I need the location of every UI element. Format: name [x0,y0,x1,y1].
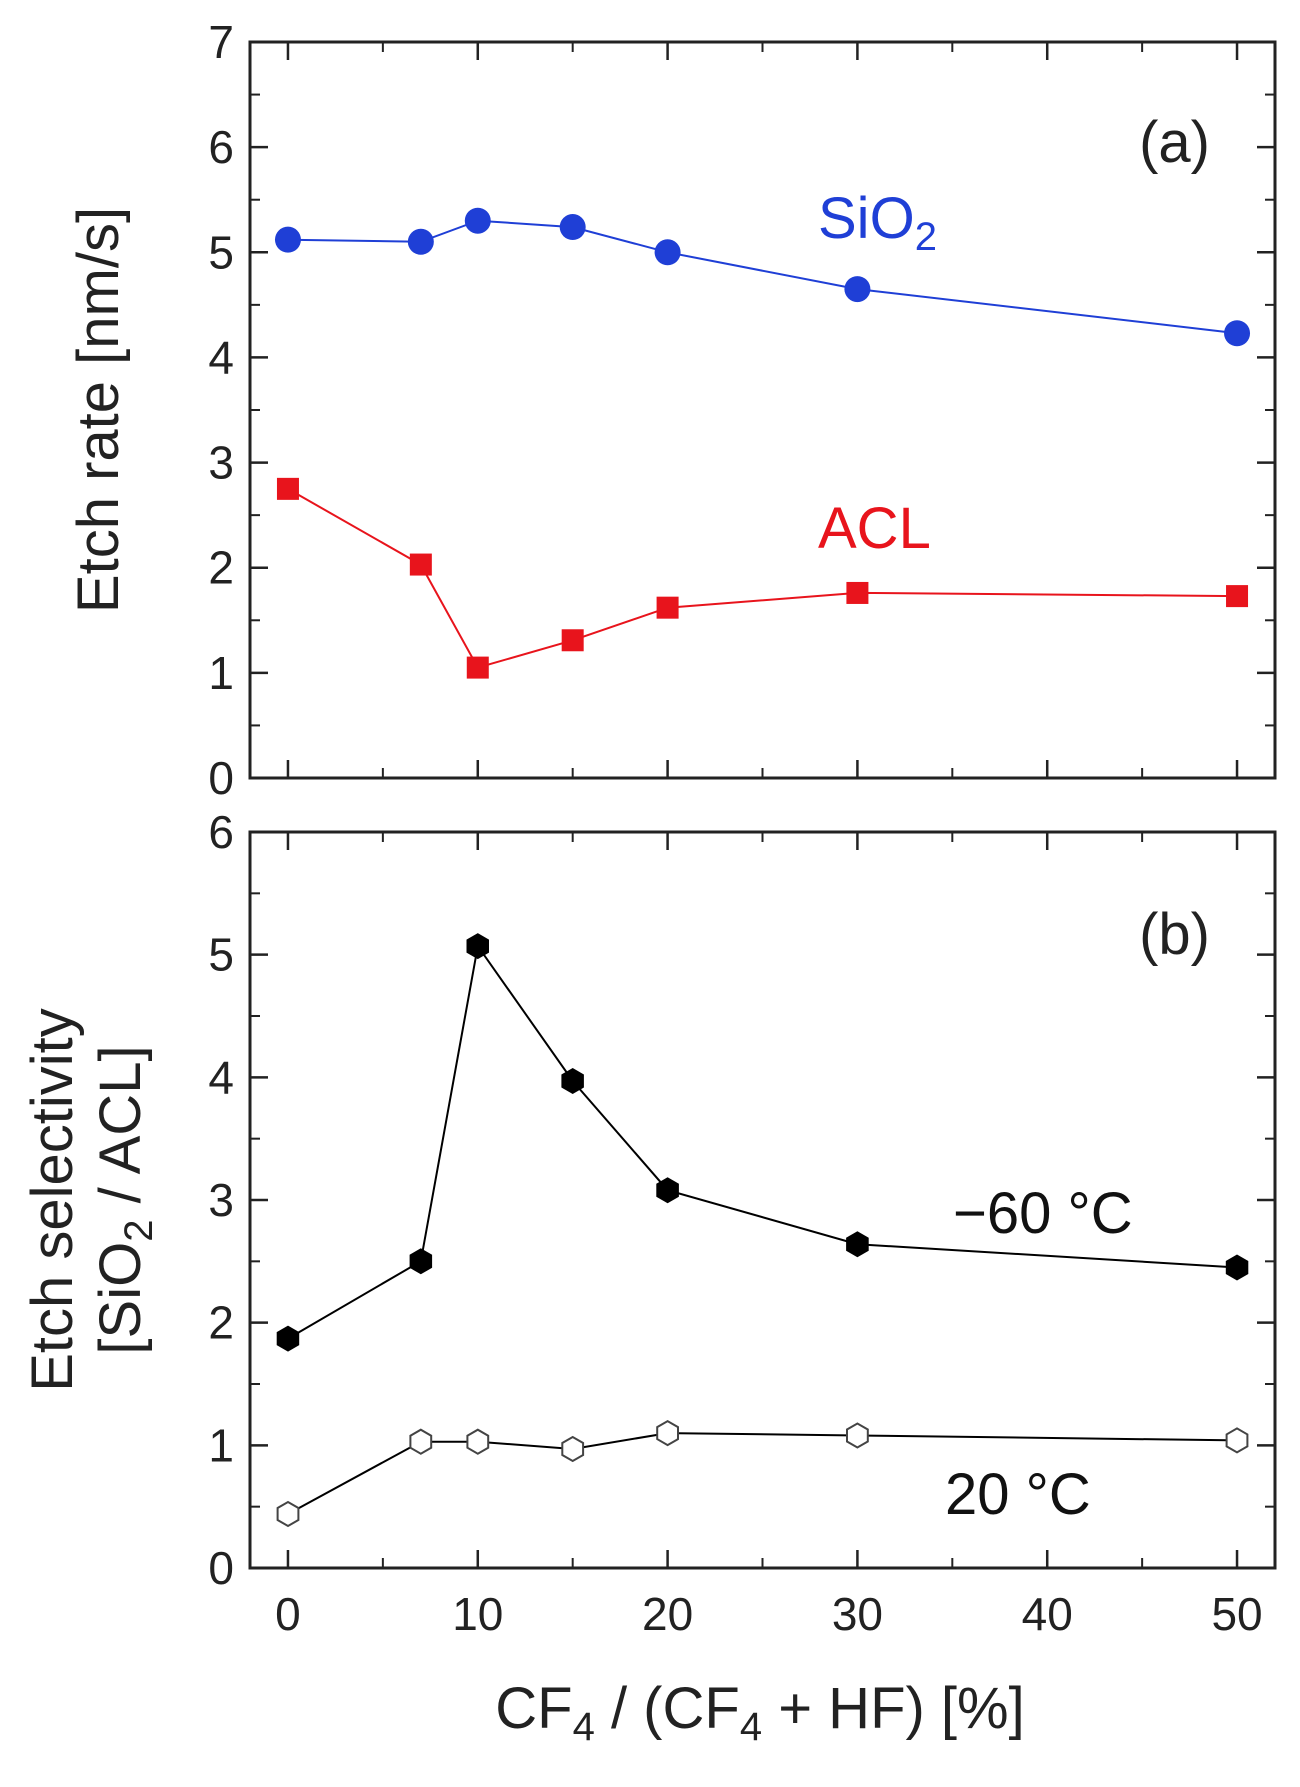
data-point [1224,320,1251,347]
data-point [1225,1254,1249,1281]
data-point [1225,1427,1249,1454]
data-point [561,629,584,652]
data-point [274,226,301,253]
data-point [466,933,489,960]
series-line-1 [287,488,1238,669]
xlabel-sub1: 4 [573,1705,595,1749]
data-point [561,1068,584,1094]
data-point [561,1435,585,1463]
panel-a-markers [274,207,1251,679]
data-point [656,1177,679,1204]
x-tick-label: 30 [832,1588,883,1640]
y-tick-label: 0 [208,1542,234,1594]
panel-a-y-axis-title: Etch rate [nm/s] [66,207,131,613]
data-point [466,1428,490,1455]
panel-b-ticks: 0 1 2 3 4 5 6 0 10 20 30 40 50 [208,806,1275,1640]
data-point [409,1428,433,1455]
panel-b-y-axis-title-line2: [SiO2 / ACL] [88,1045,161,1354]
y-tick-label: 2 [208,1297,234,1349]
data-point [846,1422,869,1449]
data-point [656,1419,679,1447]
minus60-series-label: −60 °C [953,1181,1133,1246]
panel-b-y-axis-title-line1: Etch selectivity [20,1008,85,1392]
plus20-series-label: 20 °C [945,1462,1091,1527]
data-point [464,207,491,234]
series-line-0 [287,943,1238,1340]
y-tick-label: 3 [208,1174,234,1226]
data-point [846,1231,869,1258]
y-tick-label: 4 [208,331,234,383]
y-tick-label: 0 [208,752,234,804]
y-tick-label: 1 [208,647,234,699]
data-point [409,553,432,576]
panel-b-markers [276,933,1249,1528]
xlabel-post: + HF) [%] [762,1676,1025,1741]
y-tick-label: 5 [208,226,234,278]
data-point [654,239,681,266]
ylabel-b2-sub: 2 [117,1220,161,1242]
xlabel-pre: CF [495,1676,572,1741]
acl-series-label: ACL [818,496,931,561]
data-point [407,228,434,255]
panel-b-label: (b) [1139,902,1210,967]
ylabel-b2-post: / ACL] [88,1045,153,1219]
y-tick-label: 7 [208,16,234,68]
x-tick-label: 0 [275,1588,301,1640]
data-point [559,214,586,241]
ylabel-b2-pre: [SiO [88,1242,153,1355]
sio2-label-sub: 2 [915,215,937,259]
xlabel-mid: / (CF [595,1676,740,1741]
data-point [276,1500,300,1528]
x-tick-label: 20 [642,1588,693,1640]
x-tick-label: 50 [1211,1588,1262,1640]
panel-b: 0 1 2 3 4 5 6 0 10 20 30 40 50 (b) −60 °C 20 °C Etch… [20,806,1277,1749]
panel-a-ticks: 0 1 2 3 4 5 6 7 [208,16,1275,804]
y-tick-label: 6 [208,121,234,173]
y-tick-label: 5 [208,929,234,981]
panel-a-frame [248,40,1277,780]
y-tick-label: 4 [208,1051,234,1103]
sio2-series-label: SiO2 [818,186,937,259]
data-point [844,276,871,303]
y-tick-label: 3 [208,437,234,489]
data-point [466,656,489,679]
y-tick-label: 6 [208,806,234,858]
data-point [846,581,869,604]
sio2-label-main: SiO [818,186,915,251]
panel-a-label: (a) [1139,110,1210,175]
y-tick-label: 2 [208,542,234,594]
data-point [276,1325,300,1352]
x-tick-label: 10 [452,1588,503,1640]
y-tick-label: 1 [208,1419,234,1471]
panel-a-lines [287,219,1238,669]
x-axis-title: CF4 / (CF4 + HF) [%] [495,1676,1024,1749]
x-tick-label: 40 [1022,1588,1073,1640]
data-point [1226,585,1249,608]
xlabel-sub2: 4 [740,1705,762,1749]
data-point [276,477,299,500]
data-point [656,596,679,619]
data-point [409,1248,433,1275]
